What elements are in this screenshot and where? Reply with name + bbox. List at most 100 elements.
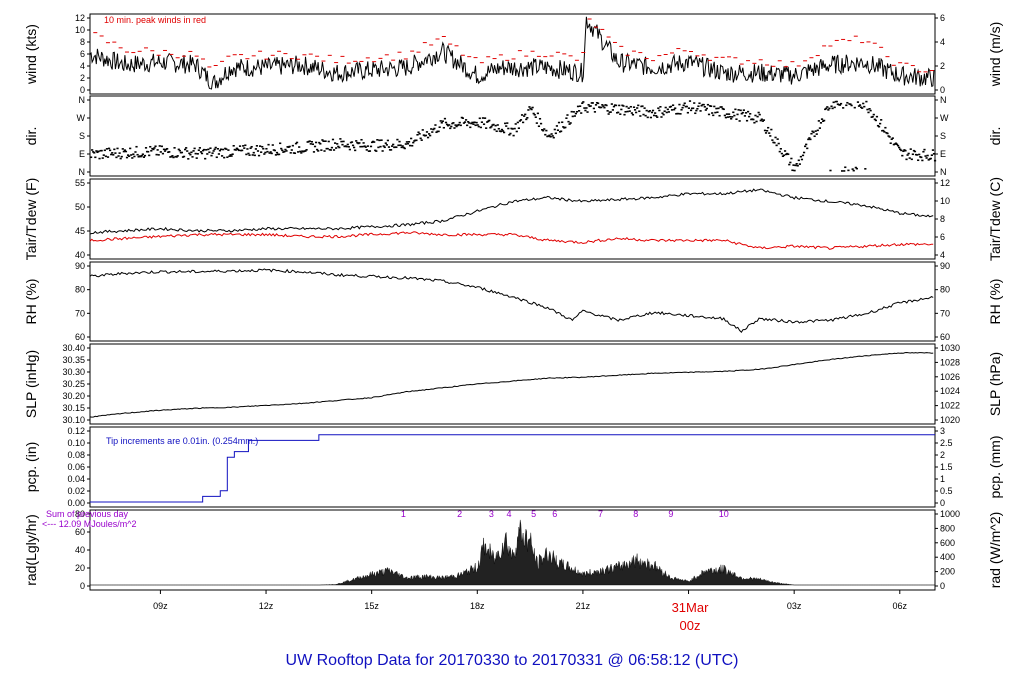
dir-point [805,143,808,146]
dir-point [687,107,691,109]
temp-right-tick-label: 12 [940,178,950,188]
dir-point [440,121,443,124]
dir-point [290,149,293,151]
dir-point [332,149,336,151]
dir-point [163,150,167,152]
dir-point [760,118,763,121]
dir-point [852,169,855,172]
dir-point [724,116,728,119]
dir-point [489,126,492,129]
dir-point [339,138,342,140]
dir-point [469,126,472,129]
dir-point [829,169,832,172]
dir-point [353,146,356,149]
dir-point [190,151,193,154]
dir-point [589,105,592,107]
dir-point [411,144,414,147]
dir-point [298,146,301,148]
dir-point [627,107,630,109]
dir-point [118,152,121,154]
dir-point [236,148,240,151]
dir-point [256,150,260,152]
dir-point [863,105,866,108]
pcp-right-axis-label: pcp. (mm) [987,436,1003,499]
dir-point [851,168,854,170]
dir-point [185,147,188,149]
dir-point [568,123,571,125]
dir-point [901,154,904,157]
dir-point [759,119,762,122]
slp-line-1 [89,351,934,418]
dir-point [268,152,271,154]
pcp-right-tick-label: 0.5 [940,486,953,496]
dir-point [263,153,266,155]
dir-point [308,140,311,142]
dir-point [270,152,273,155]
dir-point [509,132,512,135]
dir-point [376,139,379,141]
dir-point [280,147,283,150]
rh-right-tick-label: 80 [940,285,950,295]
dir-point [548,134,551,137]
dir-point [480,121,484,123]
dir-point [501,130,505,132]
temp-left-tick-label: 45 [75,226,85,236]
dir-point [666,108,669,111]
dir-point [557,121,561,124]
dir-point [849,103,852,106]
dir-point [695,109,698,112]
dir-point [801,154,805,157]
dir-point [455,125,458,128]
dir-point [267,143,270,146]
dir-point [582,101,585,103]
dir-point [606,110,609,112]
dir-point [664,106,667,109]
dir-point [382,145,385,147]
dir-point [652,114,656,117]
dir-point [620,108,623,111]
dir-point [171,155,174,157]
pcp-left-tick-label: 0.02 [67,486,85,496]
dir-point [299,150,302,153]
dir-point [764,132,768,134]
dir-point [229,154,232,156]
dir-point [527,109,530,111]
dir-point [402,146,405,149]
dir-point [120,155,123,158]
dir-point [564,126,567,129]
dir-point [566,114,569,116]
dir-point [791,169,794,172]
dir-point [373,141,376,143]
wind-left-tick-label: 12 [75,13,85,23]
rad-marker-label: 10 [719,509,729,519]
dir-point [178,149,181,152]
dir-point [408,144,412,147]
dir-point [573,115,576,117]
dir-point [443,117,447,120]
dir-point [463,121,467,123]
dir-point [579,105,582,107]
dir-point [238,145,242,147]
dir-point [533,113,536,116]
dir-point [886,132,889,135]
wind-right-axis-label: wind (m/s) [987,22,1003,88]
rad-right-tick-label: 800 [940,523,955,533]
dir-point [873,118,876,121]
dir-point [600,106,603,109]
dir-point [875,115,879,118]
dir-point [686,111,689,114]
dir-point [587,103,590,106]
rad-marker-label: 9 [668,509,673,519]
dir-point [329,149,332,151]
x-tick-label: 12z [259,601,274,611]
dir-point [713,105,716,108]
dir-point [220,155,224,157]
dir-point [872,113,875,116]
dir-point [575,110,579,113]
dir-point [259,145,262,147]
dir-point [254,148,257,150]
dir-point [542,129,545,132]
dir-point [494,124,497,127]
dir-point [746,110,750,113]
